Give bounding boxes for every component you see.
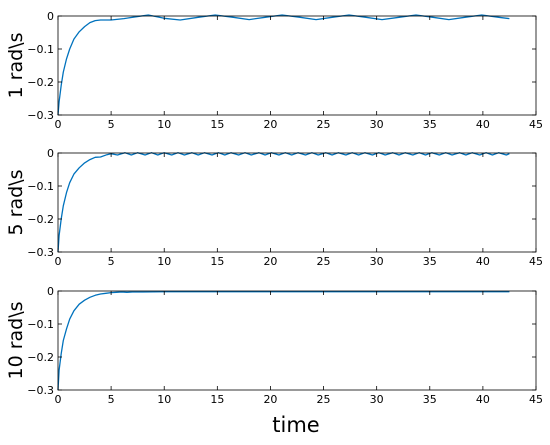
- x-tick-label: 25: [317, 393, 331, 406]
- x-tick-label: 10: [157, 118, 171, 131]
- y-tick-label: 0: [47, 147, 54, 160]
- y-tick-label: −0.2: [27, 76, 54, 89]
- x-tick-label: 20: [263, 393, 277, 406]
- x-tick-label: 0: [55, 255, 62, 268]
- y-tick-label: −0.2: [27, 351, 54, 364]
- plot-frame: [57, 290, 537, 391]
- y-tick-label: −0.1: [27, 318, 54, 331]
- y-tick-label: 0: [47, 285, 54, 298]
- x-tick-label: 30: [370, 118, 384, 131]
- x-axis-label: time: [272, 413, 319, 437]
- x-tick-label: 40: [476, 393, 490, 406]
- y-axis-label: 5 rad\s: [5, 170, 27, 236]
- x-tick-label: 10: [157, 393, 171, 406]
- x-tick-label: 40: [476, 118, 490, 131]
- y-axis-label: 1 rad\s: [5, 33, 27, 99]
- y-tick-label: −0.1: [27, 43, 54, 56]
- x-tick-label: 45: [529, 255, 543, 268]
- x-tick-label: 15: [210, 118, 224, 131]
- series-line: [57, 152, 510, 253]
- x-tick-label: 5: [108, 255, 115, 268]
- x-tick-label: 25: [317, 118, 331, 131]
- x-tick-label: 45: [529, 118, 543, 131]
- series-line: [57, 291, 510, 391]
- x-tick-label: 15: [210, 255, 224, 268]
- y-tick-label: 0: [47, 10, 54, 23]
- x-tick-label: 45: [529, 393, 543, 406]
- chart-panel-2: 0 5 10 15 20 25 30 35 40 45 −0.3 −0.2 −0.1 0 5 rad\s: [5, 147, 543, 268]
- x-tick-label: 40: [476, 255, 490, 268]
- series-line: [57, 14, 510, 116]
- chart-panel-3: 0 5 10 15 20 25 30 35 40 45 −0.3 −0.2 −0.1 0 10 rad\s: [5, 285, 543, 406]
- y-axis-label: 10 rad\s: [5, 301, 27, 379]
- x-tick-label: 30: [370, 393, 384, 406]
- x-tick-label: 35: [423, 255, 437, 268]
- x-tick-label: 5: [108, 393, 115, 406]
- y-tick-label: −0.3: [27, 246, 54, 259]
- x-tick-label: 5: [108, 118, 115, 131]
- plot-frame: [57, 15, 537, 116]
- chart-panel-1: 0 5 10 15 20 25 30 35 40 45 −0.3 −0.2 −0.1 0 1 rad\s: [5, 10, 543, 131]
- x-tick-label: 20: [263, 118, 277, 131]
- y-tick-label: −0.1: [27, 180, 54, 193]
- y-tick-label: −0.3: [27, 109, 54, 122]
- x-tick-label: 0: [55, 393, 62, 406]
- x-tick-label: 35: [423, 118, 437, 131]
- x-tick-label: 15: [210, 393, 224, 406]
- x-tick-label: 10: [157, 255, 171, 268]
- x-tick-label: 20: [263, 255, 277, 268]
- x-tick-label: 35: [423, 393, 437, 406]
- x-tick-label: 0: [55, 118, 62, 131]
- plot-frame: [57, 152, 537, 253]
- x-tick-label: 25: [317, 255, 331, 268]
- x-tick-label: 30: [370, 255, 384, 268]
- y-tick-label: −0.2: [27, 213, 54, 226]
- y-tick-label: −0.3: [27, 384, 54, 397]
